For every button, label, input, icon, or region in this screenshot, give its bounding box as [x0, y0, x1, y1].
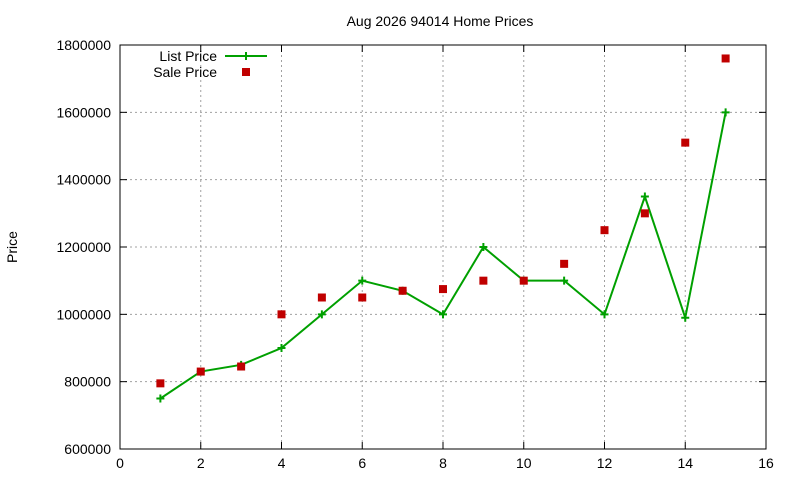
square-point: [237, 362, 246, 371]
axis-ticks: 0 2 4 6 8 10 12 14 16 600000 800000 1000000 1200000 1…: [56, 37, 774, 471]
legend-label: List Price: [159, 48, 217, 64]
series-layer: [156, 54, 730, 403]
plus-point: [560, 276, 569, 285]
x-tick-label: 12: [597, 455, 613, 471]
plus-point: [317, 310, 326, 319]
x-tick-label: 6: [358, 455, 366, 471]
plus-point: [156, 394, 165, 403]
y-tick-label: 1200000: [56, 239, 111, 255]
x-tick-label: 14: [677, 455, 693, 471]
square-point: [640, 209, 649, 218]
x-tick-label: 4: [278, 455, 286, 471]
square-point: [519, 276, 528, 285]
square-point: [317, 293, 326, 302]
y-tick-label: 1000000: [56, 306, 111, 322]
square-point: [681, 138, 690, 147]
y-axis-label: Price: [4, 231, 20, 263]
plus-point: [640, 192, 649, 201]
legend-label: Sale Price: [153, 64, 217, 80]
square-point: [398, 286, 407, 295]
square-point: [358, 293, 367, 302]
square-point: [600, 226, 609, 235]
x-tick-label: 16: [758, 455, 774, 471]
square-point: [721, 54, 730, 63]
grid: [120, 45, 766, 449]
square-point: [156, 379, 165, 388]
y-tick-label: 1400000: [56, 172, 111, 188]
y-tick-label: 600000: [64, 441, 111, 457]
y-tick-label: 1600000: [56, 104, 111, 120]
plus-point: [358, 276, 367, 285]
plus-point: [479, 243, 488, 251]
x-tick-label: 0: [116, 455, 124, 471]
square-point: [277, 310, 286, 319]
plus-point: [277, 344, 286, 352]
y-tick-label: 800000: [64, 374, 111, 390]
square-point: [196, 367, 205, 376]
x-tick-label: 10: [516, 455, 532, 471]
y-tick-label: 1800000: [56, 37, 111, 53]
plus-point: [721, 108, 730, 117]
x-tick-label: 2: [197, 455, 205, 471]
square-point: [479, 276, 488, 285]
plus-point: [600, 310, 609, 319]
chart-title: Aug 2026 94014 Home Prices: [347, 13, 534, 29]
plus-point: [439, 310, 447, 319]
plus-point: [681, 313, 690, 322]
legend-marker: [242, 52, 250, 60]
legend-marker: [242, 68, 250, 76]
square-point: [560, 259, 569, 268]
square-point: [439, 285, 447, 294]
series-sale-price: [156, 54, 730, 388]
x-tick-label: 8: [439, 455, 447, 471]
